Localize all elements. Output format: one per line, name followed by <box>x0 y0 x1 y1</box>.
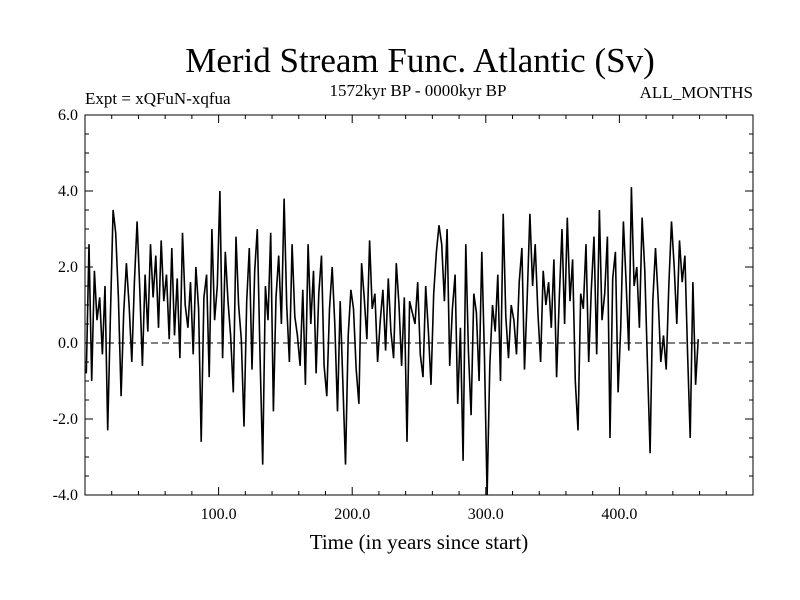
y-tick-label: 4.0 <box>58 183 78 200</box>
x-tick-label: 400.0 <box>601 506 637 523</box>
axis-ticks: 6.0 4.0 2.0 0.0 -2.0 -4.0 100.0 200.0 300.0 400.0 <box>53 107 753 523</box>
subtitle-left: Expt = xQFuN-xqfua <box>85 89 231 108</box>
x-axis-label: Time (in years since start) <box>310 530 529 554</box>
y-tick-label: -4.0 <box>53 487 78 504</box>
series-line-0 <box>85 187 699 496</box>
y-tick-label: 2.0 <box>58 259 78 276</box>
subtitle-right: ALL_MONTHS <box>640 83 753 102</box>
x-tick-label: 100.0 <box>201 506 237 523</box>
x-tick-label: 300.0 <box>468 506 504 523</box>
subtitle-center: 1572kyr BP - 0000kyr BP <box>330 81 507 100</box>
y-tick-label: 0.0 <box>58 335 78 352</box>
x-tick-label: 200.0 <box>334 506 370 523</box>
y-tick-label: 6.0 <box>58 107 78 124</box>
y-tick-label: -2.0 <box>53 411 78 428</box>
series-layer <box>85 187 699 496</box>
chart-title: Merid Stream Func. Atlantic (Sv) <box>185 41 655 80</box>
